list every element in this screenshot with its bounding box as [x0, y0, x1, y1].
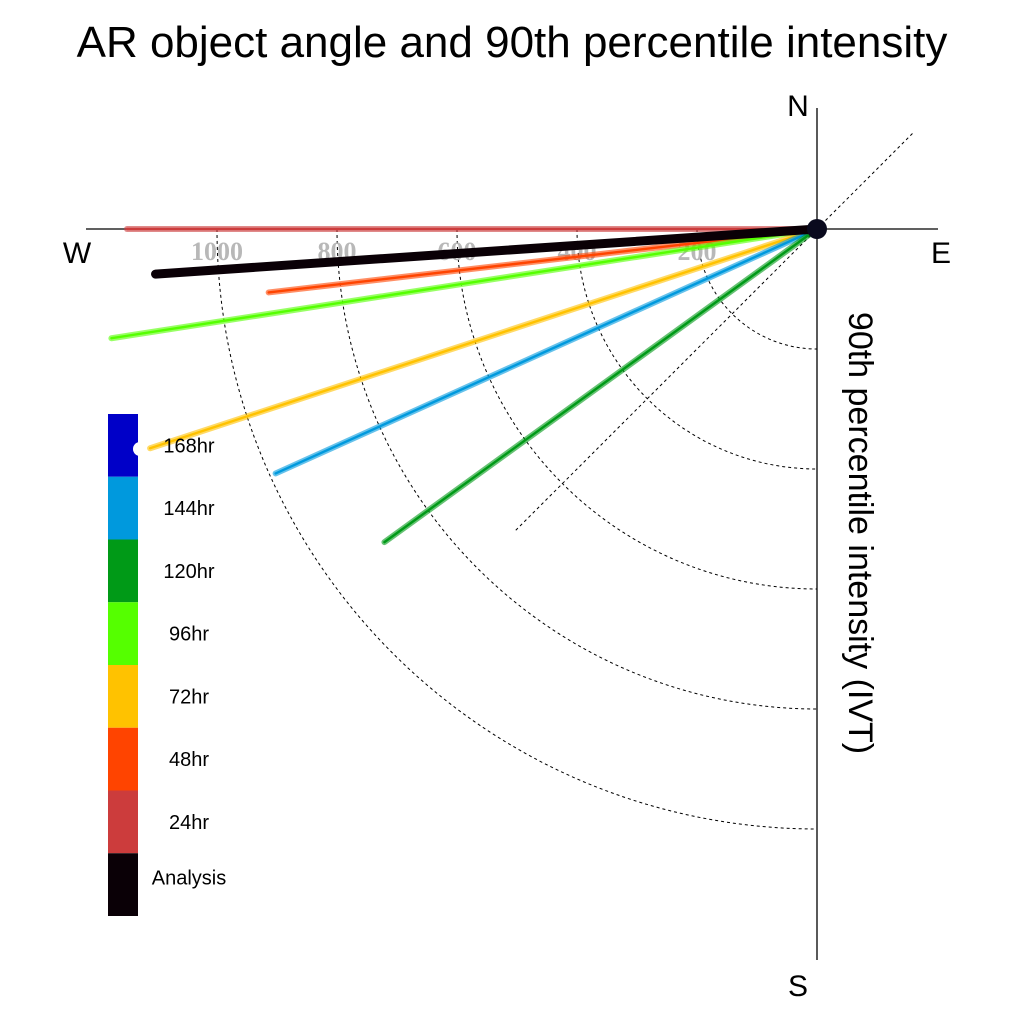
legend-label-96hr: 96hr	[169, 624, 209, 646]
vector-analysis	[151, 224, 822, 279]
forecast-vectors	[108, 224, 822, 546]
legend-label-48hr: 48hr	[169, 749, 209, 771]
grid-ring	[696, 228, 818, 350]
legend-swatch-48hr	[108, 727, 138, 791]
compass-south-label: S	[788, 970, 808, 1003]
legend-swatch-72hr	[108, 665, 138, 728]
legend-label-144hr: 144hr	[163, 498, 214, 520]
grid-ring	[456, 228, 818, 590]
vector-120hr	[383, 227, 819, 544]
legend-label-24hr: 24hr	[169, 812, 209, 834]
vector-72hr	[148, 227, 819, 450]
radial-tick-label: 1000	[191, 237, 243, 266]
grid-ring	[216, 228, 818, 830]
legend-swatch-24hr	[108, 790, 138, 854]
legend-label-120hr: 120hr	[163, 561, 214, 583]
compass-north-label: N	[787, 90, 809, 123]
compass-west-label: W	[63, 237, 92, 270]
vector-96hr	[110, 227, 819, 340]
legend-swatch-168hr	[108, 414, 138, 477]
vector-144hr	[274, 227, 819, 475]
origin-marker	[807, 219, 827, 239]
legend: 168hr 144hr 120hr 96hr 72hr 48hr 24hr Analysis	[108, 414, 226, 916]
radial-axis-label: 90th percentile intensity (IVT)	[841, 312, 879, 754]
compass-east-label: E	[931, 237, 951, 270]
polar-grid	[216, 133, 913, 830]
legend-label-72hr: 72hr	[169, 686, 209, 708]
grid-ring	[576, 228, 818, 470]
legend-marker	[133, 442, 147, 456]
legend-swatch-120hr	[108, 539, 138, 603]
legend-label-analysis: Analysis	[152, 868, 226, 890]
legend-swatch-96hr	[108, 602, 138, 665]
legend-label-168hr: 168hr	[163, 435, 214, 457]
chart-title: AR object angle and 90th percentile inte…	[77, 18, 948, 67]
legend-swatch-144hr	[108, 476, 138, 540]
legend-swatch-analysis	[108, 853, 138, 916]
